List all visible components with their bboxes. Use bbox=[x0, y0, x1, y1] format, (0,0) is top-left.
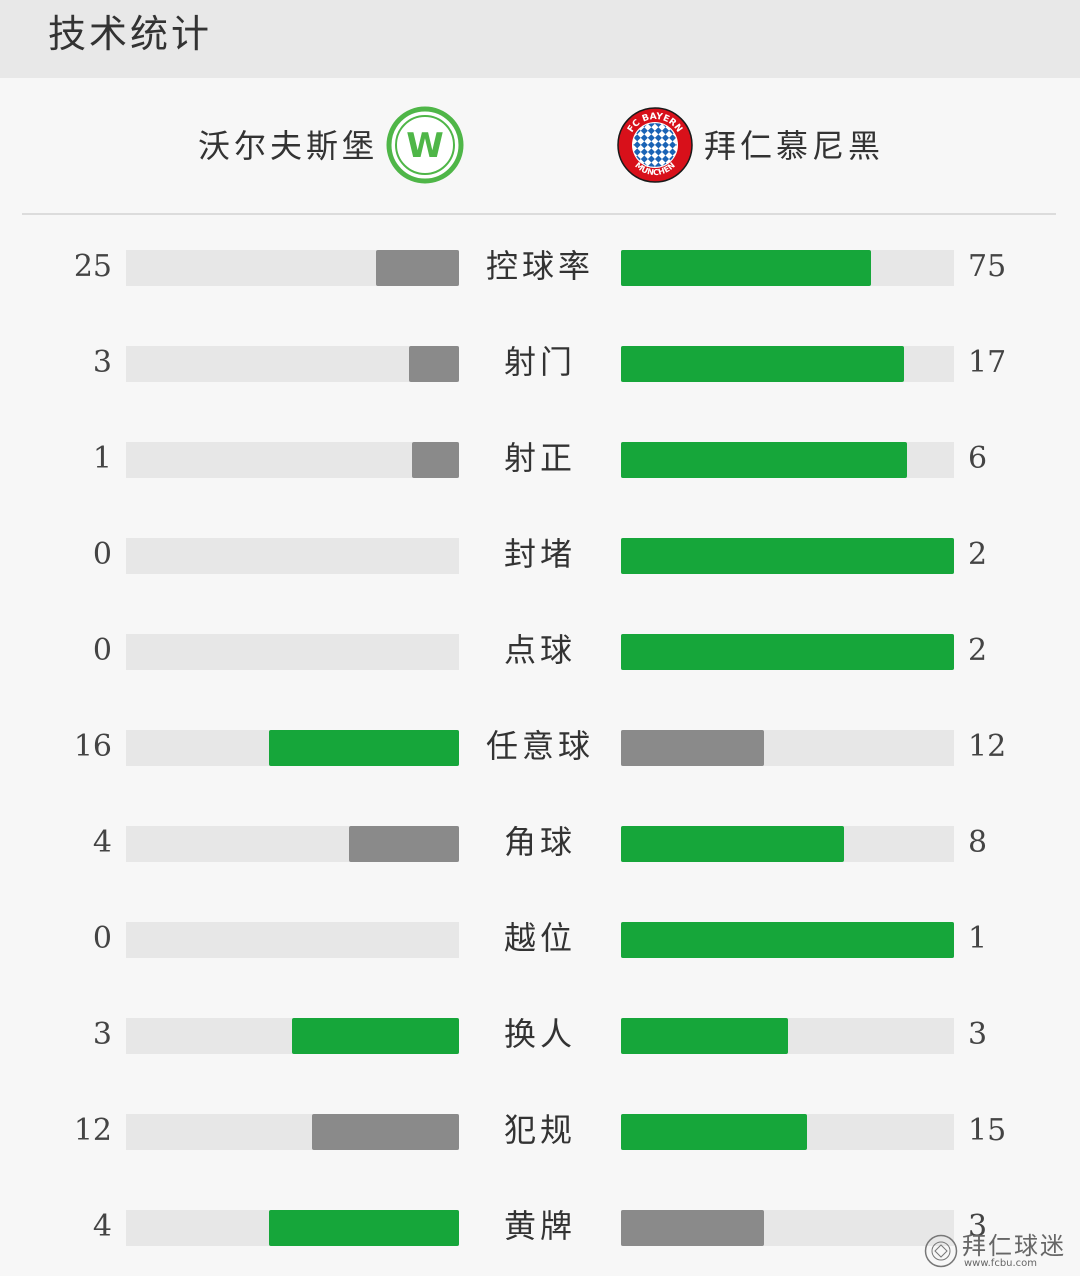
stat-label: 射正 bbox=[459, 438, 621, 478]
watermark: 拜仁球迷 www.fcbu.com bbox=[924, 1232, 1074, 1270]
stat-row: 0 点球 2 bbox=[0, 604, 1080, 700]
watermark-text: 拜仁球迷 bbox=[962, 1232, 1066, 1260]
home-team-name: 沃尔夫斯堡 bbox=[198, 126, 378, 166]
away-stat-bar-track bbox=[621, 826, 954, 862]
away-stat-bar-track bbox=[621, 346, 954, 382]
page-title: 技术统计 bbox=[48, 10, 212, 58]
home-stat-bar-track bbox=[126, 634, 459, 670]
stat-row: 0 越位 1 bbox=[0, 892, 1080, 988]
away-stat-bar-fill bbox=[621, 826, 844, 862]
home-stat-bar-fill bbox=[412, 442, 459, 478]
home-stat-bar-fill bbox=[376, 250, 459, 286]
home-stat-bar-track bbox=[126, 730, 459, 766]
away-stat-value: 2 bbox=[968, 631, 987, 671]
away-stat-value: 6 bbox=[968, 439, 987, 479]
home-stat-bar-fill bbox=[269, 1210, 459, 1246]
home-stat-value: 25 bbox=[74, 247, 112, 287]
stat-label: 犯规 bbox=[459, 1110, 621, 1150]
home-stat-bar-track bbox=[126, 1114, 459, 1150]
home-stat-bar-track bbox=[126, 346, 459, 382]
away-stat-bar-track bbox=[621, 538, 954, 574]
stats-list: 25 控球率 75 3 射门 17 1 射正 6 0 封堵 2 0 点球 2 16 任意球 12 4 角球 8 0 越位 1 3… bbox=[0, 220, 1080, 1276]
away-stat-bar-track bbox=[621, 1018, 954, 1054]
home-stat-bar-fill bbox=[292, 1018, 459, 1054]
bayern-logo-icon: FC BAYERN MÜNCHEN bbox=[616, 106, 694, 184]
stat-label: 任意球 bbox=[459, 726, 621, 766]
away-stat-value: 17 bbox=[968, 343, 1006, 383]
away-stat-bar-track bbox=[621, 442, 954, 478]
away-stat-bar-fill bbox=[621, 922, 954, 958]
away-stat-bar-track bbox=[621, 1210, 954, 1246]
stat-label: 封堵 bbox=[459, 534, 621, 574]
home-stat-bar-track bbox=[126, 1210, 459, 1246]
wolfsburg-logo-letter: W bbox=[406, 126, 444, 166]
away-stat-bar-track bbox=[621, 634, 954, 670]
home-stat-bar-track bbox=[126, 1018, 459, 1054]
away-stat-value: 12 bbox=[968, 727, 1006, 767]
away-stat-bar-fill bbox=[621, 634, 954, 670]
home-stat-value: 0 bbox=[93, 919, 112, 959]
home-stat-bar-track bbox=[126, 922, 459, 958]
stat-row: 4 角球 8 bbox=[0, 796, 1080, 892]
stat-row: 0 封堵 2 bbox=[0, 508, 1080, 604]
away-team-name: 拜仁慕尼黑 bbox=[704, 126, 884, 166]
home-stat-bar-track bbox=[126, 538, 459, 574]
stat-label: 点球 bbox=[459, 630, 621, 670]
away-stat-value: 75 bbox=[968, 247, 1006, 287]
stat-row: 25 控球率 75 bbox=[0, 220, 1080, 316]
stat-row: 3 换人 3 bbox=[0, 988, 1080, 1084]
away-stat-bar-fill bbox=[621, 250, 871, 286]
stat-label: 换人 bbox=[459, 1014, 621, 1054]
stat-label: 黄牌 bbox=[459, 1206, 621, 1246]
away-stat-bar-fill bbox=[621, 346, 904, 382]
away-stat-value: 1 bbox=[968, 919, 987, 959]
stat-label: 角球 bbox=[459, 822, 621, 862]
home-stat-bar-fill bbox=[349, 826, 459, 862]
stat-row: 3 射门 17 bbox=[0, 316, 1080, 412]
home-stat-value: 3 bbox=[93, 343, 112, 383]
home-stat-value: 0 bbox=[93, 535, 112, 575]
home-stat-value: 16 bbox=[74, 727, 112, 767]
stat-row: 1 射正 6 bbox=[0, 412, 1080, 508]
away-stat-bar-fill bbox=[621, 1210, 764, 1246]
divider bbox=[22, 213, 1056, 215]
wolfsburg-logo-icon: W bbox=[386, 106, 464, 184]
home-stat-value: 0 bbox=[93, 631, 112, 671]
home-stat-value: 4 bbox=[93, 823, 112, 863]
watermark-url: www.fcbu.com bbox=[964, 1258, 1037, 1270]
away-stat-bar-fill bbox=[621, 1114, 807, 1150]
header-bar: 技术统计 bbox=[0, 0, 1080, 78]
home-stat-value: 3 bbox=[93, 1015, 112, 1055]
stat-label: 射门 bbox=[459, 342, 621, 382]
away-stat-value: 2 bbox=[968, 535, 987, 575]
away-stat-value: 3 bbox=[968, 1015, 987, 1055]
away-stat-bar-fill bbox=[621, 538, 954, 574]
home-stat-bar-track bbox=[126, 826, 459, 862]
stat-row: 16 任意球 12 bbox=[0, 700, 1080, 796]
away-stat-bar-track bbox=[621, 730, 954, 766]
home-stat-value: 1 bbox=[93, 439, 112, 479]
away-stat-bar-track bbox=[621, 250, 954, 286]
home-stat-bar-track bbox=[126, 250, 459, 286]
home-stat-bar-fill bbox=[312, 1114, 459, 1150]
away-stat-bar-fill bbox=[621, 442, 907, 478]
home-stat-bar-fill bbox=[269, 730, 459, 766]
stat-row: 12 犯规 15 bbox=[0, 1084, 1080, 1180]
away-stat-value: 8 bbox=[968, 823, 987, 863]
away-stat-bar-fill bbox=[621, 1018, 788, 1054]
away-stat-bar-track bbox=[621, 922, 954, 958]
away-stat-bar-fill bbox=[621, 730, 764, 766]
watermark-logo-icon bbox=[924, 1234, 958, 1268]
home-stat-bar-track bbox=[126, 442, 459, 478]
teams-header: 沃尔夫斯堡 W FC BAYERN MÜNCHEN 拜仁慕尼黑 bbox=[0, 78, 1080, 214]
away-stat-bar-track bbox=[621, 1114, 954, 1150]
stat-label: 控球率 bbox=[459, 246, 621, 286]
away-stat-value: 15 bbox=[968, 1111, 1006, 1151]
stat-label: 越位 bbox=[459, 918, 621, 958]
home-stat-bar-fill bbox=[409, 346, 459, 382]
home-stat-value: 12 bbox=[74, 1111, 112, 1151]
home-stat-value: 4 bbox=[93, 1207, 112, 1247]
